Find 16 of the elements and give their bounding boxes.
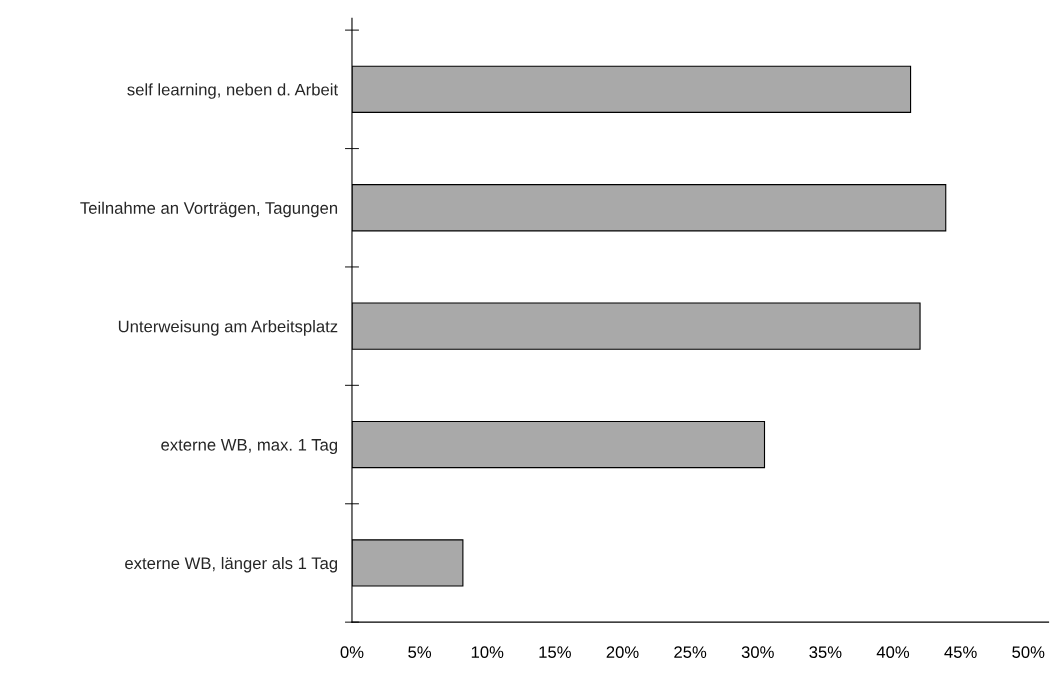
x-tick-label: 15%: [539, 646, 571, 659]
x-tick-label: 10%: [471, 646, 504, 659]
x-tick-label: 40%: [876, 646, 910, 659]
x-tick-label: 30%: [741, 646, 774, 659]
x-tick-label: 0%: [340, 646, 364, 659]
x-tick-label: 50%: [1012, 646, 1045, 659]
y-tick-label: Unterweisung am Arbeitsplatz: [118, 320, 338, 336]
x-tick-label: 35%: [809, 646, 842, 659]
x-tick-label: 5%: [408, 646, 432, 659]
x-tick-label: 20%: [606, 646, 639, 659]
y-tick-label: Teilnahme an Vorträgen, Tagungen: [80, 201, 338, 218]
y-tick-label: externe WB, länger als 1 Tag: [125, 556, 338, 573]
y-tick-label: self learning, neben d. Arbeit: [127, 83, 338, 99]
x-tick-label: 25%: [674, 646, 707, 659]
y-tick-label: externe WB, max. 1 Tag: [161, 439, 338, 455]
x-tick-label: 45%: [944, 646, 977, 659]
